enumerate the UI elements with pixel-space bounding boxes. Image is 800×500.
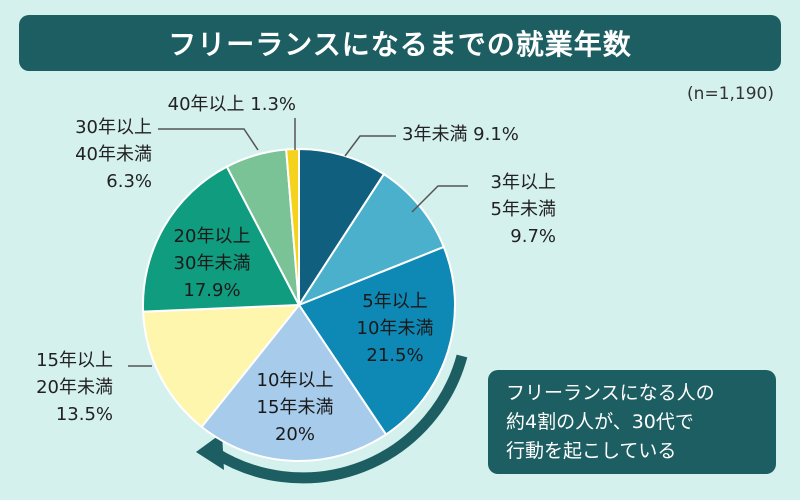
pie-slice-8 xyxy=(285,147,300,306)
pie-slice-1 xyxy=(298,147,386,309)
slice-label-2-line-2: 5年未満 xyxy=(491,199,556,220)
chart-title: フリーランスになるまでの就業年数 xyxy=(19,15,781,71)
arrowhead-icon xyxy=(196,433,224,470)
pie-slice-3 xyxy=(297,245,456,436)
pie-slice-5 xyxy=(142,303,302,429)
leader-line-7 xyxy=(158,128,259,151)
slice-label-8-line-1: 40年以上 1.3% xyxy=(168,94,296,115)
slice-label-7-line-1: 30年以上 xyxy=(75,117,152,138)
pie-slice-2 xyxy=(296,172,446,308)
slice-label-4-line-1: 10年以上 xyxy=(257,370,334,391)
slice-label-7-line-2: 40年未満 xyxy=(75,144,152,165)
callout-box: フリーランスになる人の 約4割の人が、30代で 行動を起こしている xyxy=(488,370,776,474)
slice-label-5-line-1: 15年以上 xyxy=(36,350,113,371)
slice-label-5-line-2: 20年未満 xyxy=(36,377,113,398)
slice-label-3-line-2: 10年未満 xyxy=(357,318,434,339)
slice-label-5-line-3: 13.5% xyxy=(56,404,113,425)
leader-line-2 xyxy=(411,185,468,213)
leader-line-1 xyxy=(344,135,396,157)
slice-label-4-line-2: 15年未満 xyxy=(257,397,334,418)
slice-label-3-line-3: 21.5% xyxy=(366,345,423,366)
slice-label-2-line-1: 3年以上 xyxy=(491,172,556,193)
slice-label-6-line-2: 30年未満 xyxy=(174,253,251,274)
slice-label-4-line-3: 20% xyxy=(275,424,315,445)
callout-line-1: フリーランスになる人の xyxy=(506,382,715,404)
pie-slice-6 xyxy=(142,165,301,313)
slice-label-6-line-3: 17.9% xyxy=(183,280,240,301)
slice-label-7-line-3: 6.3% xyxy=(106,171,152,192)
slice-label-3-line-1: 5年以上 xyxy=(362,291,427,312)
slice-label-6-line-1: 20年以上 xyxy=(174,226,251,247)
callout-line-2: 約4割の人が、30代で xyxy=(506,411,694,433)
curved-arrow-icon xyxy=(211,354,468,484)
sample-size-note: (n=1,190) xyxy=(687,84,774,104)
pie-slice-4 xyxy=(200,303,388,462)
slice-label-1-line-1: 3年未満 9.1% xyxy=(402,124,519,145)
slice-label-2-line-3: 9.7% xyxy=(510,226,556,247)
callout-line-3: 行動を起こしている xyxy=(506,440,677,462)
